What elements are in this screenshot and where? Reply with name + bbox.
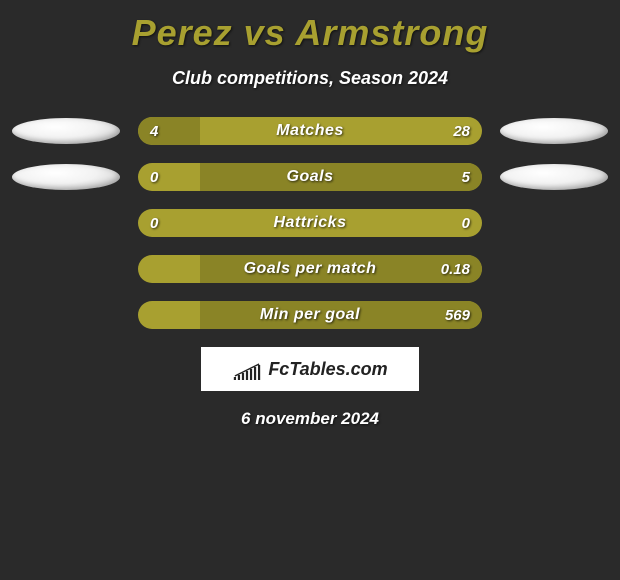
logo-box: FcTables.com xyxy=(201,347,419,391)
stat-value-left: 0 xyxy=(150,209,158,237)
logo-text: FcTables.com xyxy=(268,359,387,380)
chart-icon xyxy=(232,358,262,380)
stat-bar: Hattricks0 0 xyxy=(138,209,482,237)
stat-row: Goals per match0.18 xyxy=(0,255,620,283)
page-subtitle: Club competitions, Season 2024 xyxy=(0,68,620,89)
stat-bar: Min per goal569 xyxy=(138,301,482,329)
stat-value-right: 0 xyxy=(462,209,470,237)
stat-fill-right xyxy=(200,255,482,283)
stat-fill-right xyxy=(200,301,482,329)
stat-fill-right xyxy=(200,163,482,191)
date-line: 6 november 2024 xyxy=(0,409,620,429)
stat-label: Hattricks xyxy=(138,209,482,237)
logo-inner: FcTables.com xyxy=(232,358,387,380)
player-right-avatar xyxy=(500,118,608,144)
page-title: Perez vs Armstrong xyxy=(0,0,620,54)
stat-row: Min per goal569 xyxy=(0,301,620,329)
stat-bar: Matches428 xyxy=(138,117,482,145)
stat-value-left: 0 xyxy=(150,163,158,191)
stat-row: Hattricks0 0 xyxy=(0,209,620,237)
stat-row: Matches428 xyxy=(0,117,620,145)
player-left-avatar xyxy=(12,164,120,190)
stats-area: Matches428Goals05Hattricks00Goals per ma… xyxy=(0,117,620,329)
stat-row: Goals05 xyxy=(0,163,620,191)
stat-bar: Goals05 xyxy=(138,163,482,191)
player-right-avatar xyxy=(500,164,608,190)
player-left-avatar xyxy=(12,118,120,144)
stat-bar: Goals per match0.18 xyxy=(138,255,482,283)
stat-value-right: 28 xyxy=(453,117,470,145)
stat-fill-left xyxy=(138,117,200,145)
